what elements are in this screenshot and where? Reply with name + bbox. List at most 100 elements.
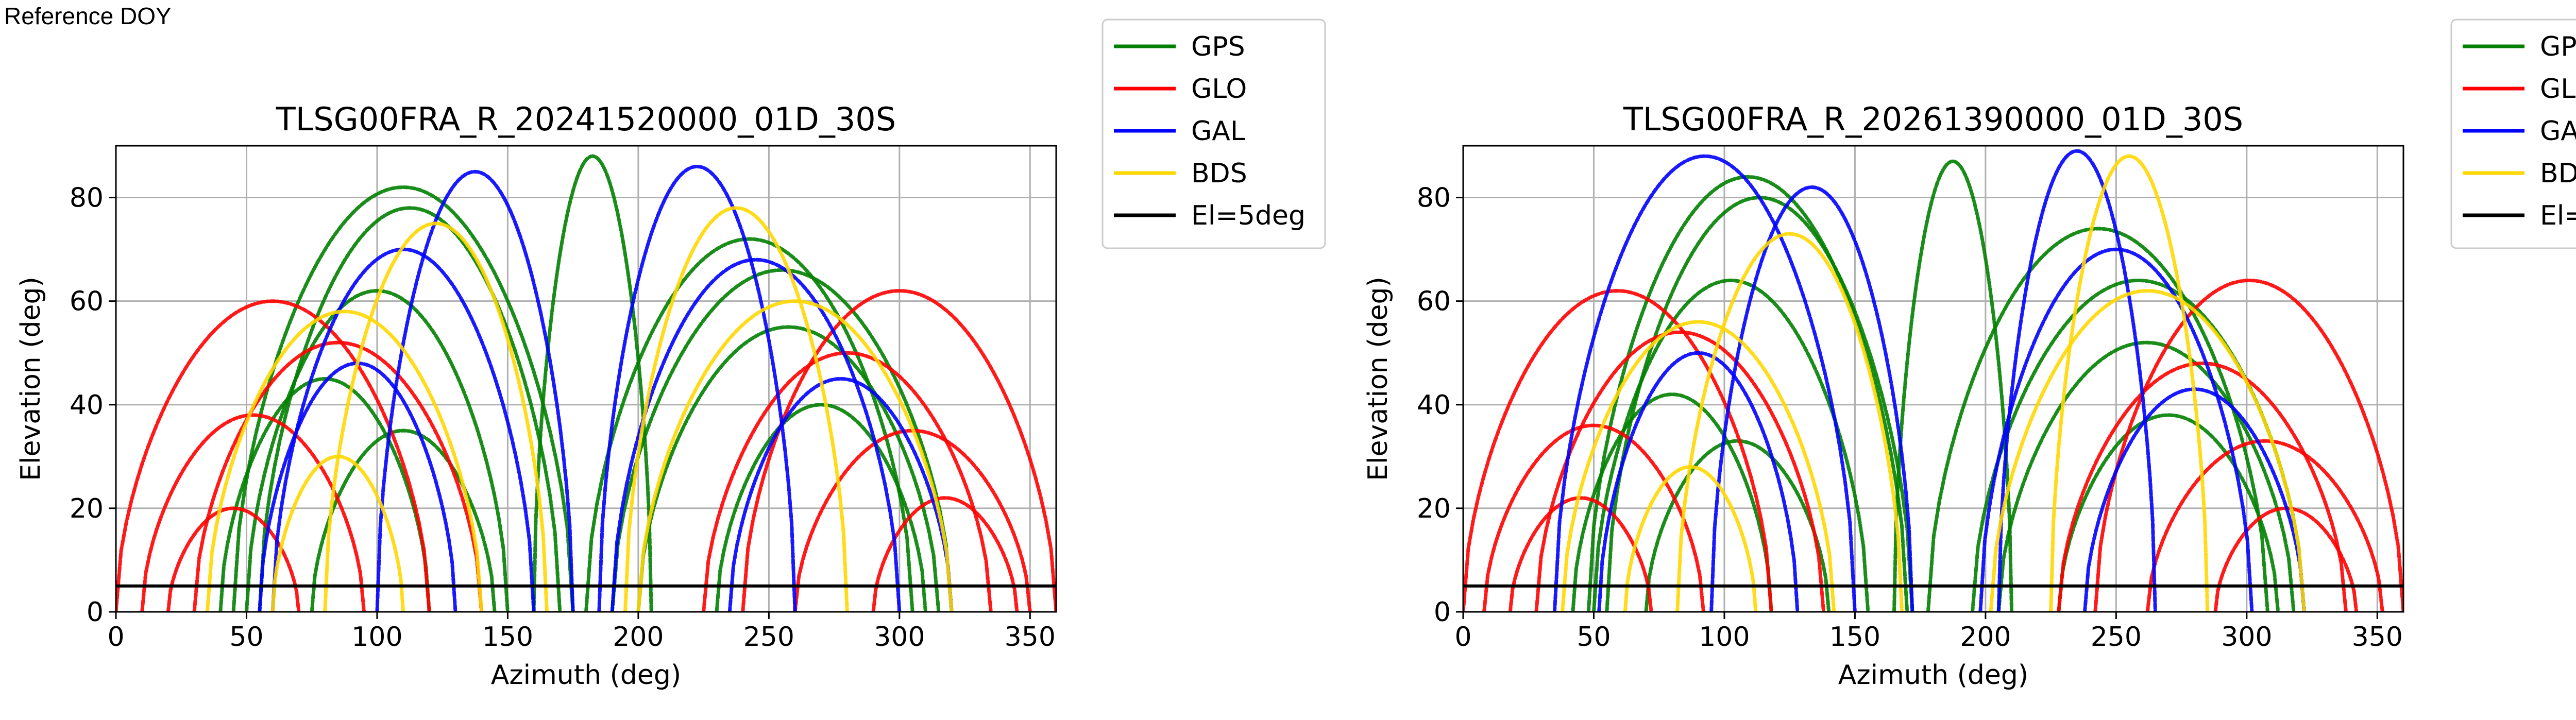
track-gps-3 (218, 376, 431, 612)
track-gps-10 (610, 268, 954, 612)
track-gps-3 (1571, 392, 1773, 612)
x-tick-label: 350 (1005, 622, 1056, 653)
x-tick-label: 300 (2221, 622, 2272, 653)
y-tick-label: 0 (1434, 597, 1451, 628)
track-gal-1 (1552, 154, 1857, 612)
legend-box (1101, 19, 1326, 249)
axes-frame (1462, 145, 2404, 613)
track-glo-7 (192, 340, 484, 612)
series-bds (205, 206, 954, 612)
legend-box (2450, 19, 2576, 249)
plot-area (116, 154, 1056, 612)
y-tick-label: 40 (70, 390, 104, 421)
y-tick-label: 60 (1417, 286, 1451, 317)
track-gps-5 (1996, 340, 2296, 612)
track-glo-2 (1482, 423, 1705, 612)
x-tick-label: 150 (482, 622, 533, 653)
y-axis-label: Elevation (deg) (15, 277, 46, 481)
track-glo-3 (2093, 278, 2403, 612)
track-gal-5 (1597, 351, 1800, 612)
y-tick-label: 80 (1417, 183, 1451, 214)
track-bds-2 (1989, 289, 2306, 612)
x-tick-label: 350 (2352, 622, 2403, 653)
x-tick-label: 250 (2091, 622, 2142, 653)
track-glo-5 (1508, 496, 1653, 612)
track-gal-2 (610, 258, 902, 612)
legend-label-bds: BDS (1191, 158, 1247, 189)
track-bds-3 (1675, 232, 1904, 612)
legend-label-el=5deg: El=5deg (2540, 200, 2576, 231)
track-bds-3 (323, 221, 549, 612)
track-glo-1 (116, 299, 431, 612)
x-tick-label: 100 (1699, 622, 1750, 653)
track-glo-2 (140, 413, 366, 612)
legend-label-gps: GPS (2540, 31, 2576, 62)
track-bds-5 (1623, 465, 1758, 612)
track-glo-8 (2057, 361, 2348, 612)
track-bds-4 (623, 206, 849, 612)
track-gps-4 (584, 237, 914, 612)
track-glo-6 (871, 496, 1019, 612)
axes-frame (115, 145, 1057, 613)
y-tick-label: 40 (1417, 390, 1451, 421)
x-tick-label: 50 (1577, 622, 1611, 653)
track-gal-6 (727, 376, 954, 612)
x-tick-label: 50 (229, 622, 263, 653)
track-gps-9 (231, 185, 575, 612)
track-gal-3 (375, 169, 575, 612)
x-axis-label: Azimuth (deg) (1838, 660, 2028, 691)
track-gps-8 (2057, 413, 2280, 612)
x-tick-label: 150 (1829, 622, 1880, 653)
track-gps-5 (636, 325, 941, 612)
legend-label-el=5deg: El=5deg (1191, 200, 1306, 231)
y-tick-label: 80 (70, 183, 104, 214)
x-tick-label: 300 (874, 622, 925, 653)
track-bds-5 (270, 454, 405, 612)
x-tick-label: 0 (107, 622, 124, 653)
figure-label: Reference DOY (4, 3, 172, 29)
track-glo-1 (1463, 289, 1773, 612)
track-glo-3 (741, 289, 1056, 612)
legend: GPS GLO GAL BDS El=5deg (2450, 19, 2576, 249)
track-glo-6 (2213, 506, 2359, 612)
chart-2: 0 50 100 150 200 250 300 350 0 20 40 60 80 TLSG00FRA_… (1363, 19, 2576, 691)
track-bds-1 (1561, 320, 1836, 612)
plot-area (1463, 149, 2403, 612)
chart-title: TLSG00FRA_R_20261390000_01D_30S (1623, 100, 2243, 138)
series-bds (1561, 154, 2306, 612)
legend-label-gal: GAL (2540, 116, 2576, 147)
track-gps-2 (258, 206, 562, 612)
track-gps-6 (1892, 159, 2014, 612)
track-gps-9 (1586, 175, 1909, 612)
x-tick-label: 250 (743, 622, 794, 653)
track-gal-4 (597, 164, 797, 612)
series-gps (218, 154, 954, 612)
series-gal (258, 164, 954, 612)
track-bds-4 (2049, 154, 2210, 612)
y-tick-label: 20 (70, 493, 104, 524)
y-axis-label: Elevation (deg) (1363, 277, 1394, 481)
series-glo (1463, 278, 2403, 612)
legend-label-glo: GLO (1191, 74, 1247, 105)
legend-label-gps: GPS (1191, 31, 1245, 62)
x-tick-label: 200 (613, 622, 664, 653)
chart-1: 0 50 100 150 200 250 300 350 0 20 40 60 80 TLSG00FRA_… (15, 19, 1326, 691)
y-tick-label: 60 (70, 286, 104, 317)
legend-label-glo: GLO (2540, 74, 2576, 105)
track-bds-2 (636, 299, 954, 612)
track-gal-2 (1978, 247, 2254, 612)
series-gal (1552, 149, 2306, 612)
y-tick-label: 20 (1417, 493, 1451, 524)
x-tick-label: 100 (351, 622, 402, 653)
chart-title: TLSG00FRA_R_20241520000_01D_30S (276, 100, 896, 138)
track-gps-4 (1926, 227, 2269, 612)
legend: GPS GLO GAL BDS El=5deg (1101, 19, 1326, 249)
legend-label-bds: BDS (2540, 158, 2576, 189)
x-axis-label: Azimuth (deg) (491, 660, 681, 691)
track-glo-4 (2145, 439, 2384, 612)
track-gal-4 (1996, 149, 2157, 612)
track-glo-7 (1534, 330, 1826, 612)
track-bds-1 (205, 310, 484, 612)
x-tick-label: 0 (1454, 622, 1471, 653)
